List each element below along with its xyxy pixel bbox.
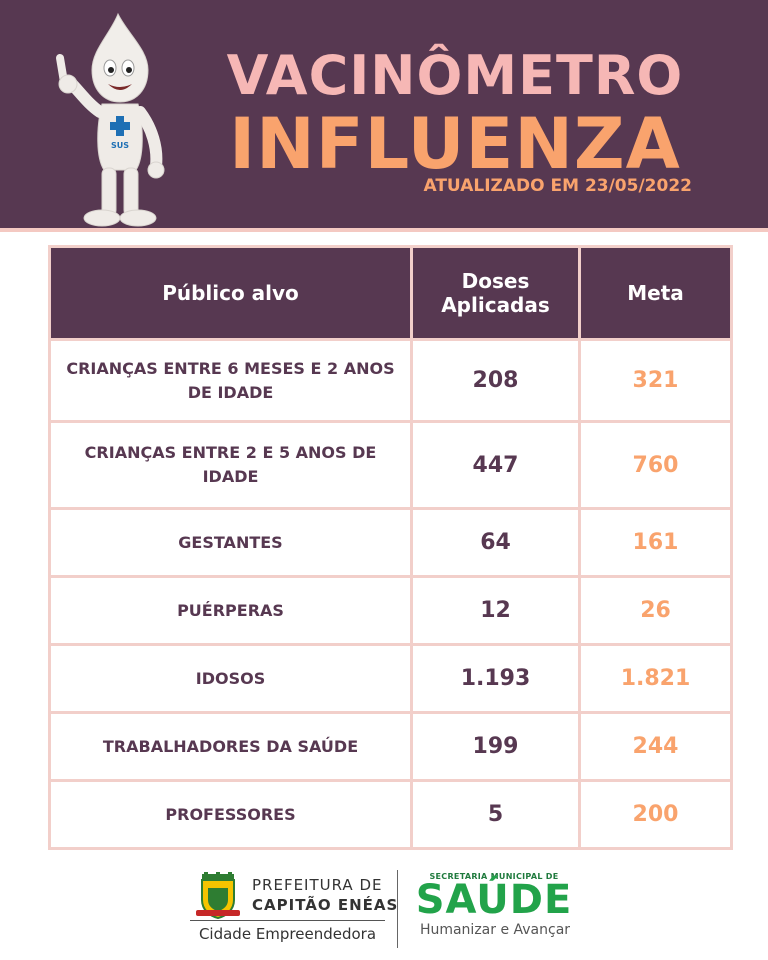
header-doses-aplicadas: Doses Aplicadas — [410, 245, 581, 341]
row-group: PROFESSORES — [48, 779, 413, 850]
row-meta: 26 — [578, 575, 733, 646]
table-row: TRABALHADORES DA SAÚDE 199 244 — [48, 711, 733, 782]
row-meta: 321 — [578, 338, 733, 423]
row-doses: 1.193 — [410, 643, 581, 714]
updated-date: ATUALIZADO EM 23/05/2022 — [423, 176, 693, 196]
table-header-row: Público alvo Doses Aplicadas Meta — [48, 245, 733, 341]
footer-separator — [397, 870, 398, 948]
table-row: PUÉRPERAS 12 26 — [48, 575, 733, 646]
prefeitura-divider — [190, 920, 385, 921]
table-row: CRIANÇAS ENTRE 6 MESES E 2 ANOS DE IDADE… — [48, 338, 733, 423]
footer-logos: PREFEITURA DE CAPITÃO ENÉAS Cidade Empre… — [0, 862, 768, 960]
header-doses-line1: Doses — [461, 269, 530, 293]
city-crest-icon — [196, 872, 240, 920]
table-row: PROFESSORES 5 200 — [48, 779, 733, 850]
row-group: CRIANÇAS ENTRE 6 MESES E 2 ANOS DE IDADE — [48, 338, 413, 423]
row-doses: 199 — [410, 711, 581, 782]
header-meta: Meta — [578, 245, 733, 341]
saude-logo-text: SAÚDE — [415, 877, 573, 923]
header-publico-alvo: Público alvo — [48, 245, 413, 341]
row-doses: 5 — [410, 779, 581, 850]
prefeitura-line2: CAPITÃO ENÉAS — [252, 896, 399, 914]
title-influenza: INFLUENZA — [229, 103, 681, 185]
row-meta: 1.821 — [578, 643, 733, 714]
table-row: GESTANTES 64 161 — [48, 507, 733, 578]
prefeitura-line1: PREFEITURA DE — [252, 876, 383, 894]
saude-slogan: Humanizar e Avançar — [419, 922, 571, 938]
vaccination-table: Público alvo Doses Aplicadas Meta CRIANÇ… — [48, 245, 733, 850]
row-group: PUÉRPERAS — [48, 575, 413, 646]
header-divider — [0, 228, 768, 232]
table-row: CRIANÇAS ENTRE 2 E 5 ANOS DE IDADE 447 7… — [48, 420, 733, 510]
ze-gotinha-mascot-icon: SUS — [56, 12, 165, 227]
row-meta: 200 — [578, 779, 733, 850]
row-doses: 12 — [410, 575, 581, 646]
row-meta: 161 — [578, 507, 733, 578]
row-doses: 447 — [410, 420, 581, 510]
secretaria-label: SECRETARIA MUNICIPAL DE — [429, 872, 559, 881]
row-group: CRIANÇAS ENTRE 2 E 5 ANOS DE IDADE — [48, 420, 413, 510]
row-meta: 244 — [578, 711, 733, 782]
row-group: TRABALHADORES DA SAÚDE — [48, 711, 413, 782]
table-row: IDOSOS 1.193 1.821 — [48, 643, 733, 714]
svg-text:SUS: SUS — [111, 141, 129, 150]
row-group: GESTANTES — [48, 507, 413, 578]
row-doses: 64 — [410, 507, 581, 578]
row-doses: 208 — [410, 338, 581, 423]
row-group: IDOSOS — [48, 643, 413, 714]
row-meta: 760 — [578, 420, 733, 510]
header-doses-line2: Aplicadas — [441, 293, 550, 317]
title-vacinometro: VACINÔMETRO — [226, 44, 684, 107]
cidade-empreendedora: Cidade Empreendedora — [198, 925, 377, 943]
